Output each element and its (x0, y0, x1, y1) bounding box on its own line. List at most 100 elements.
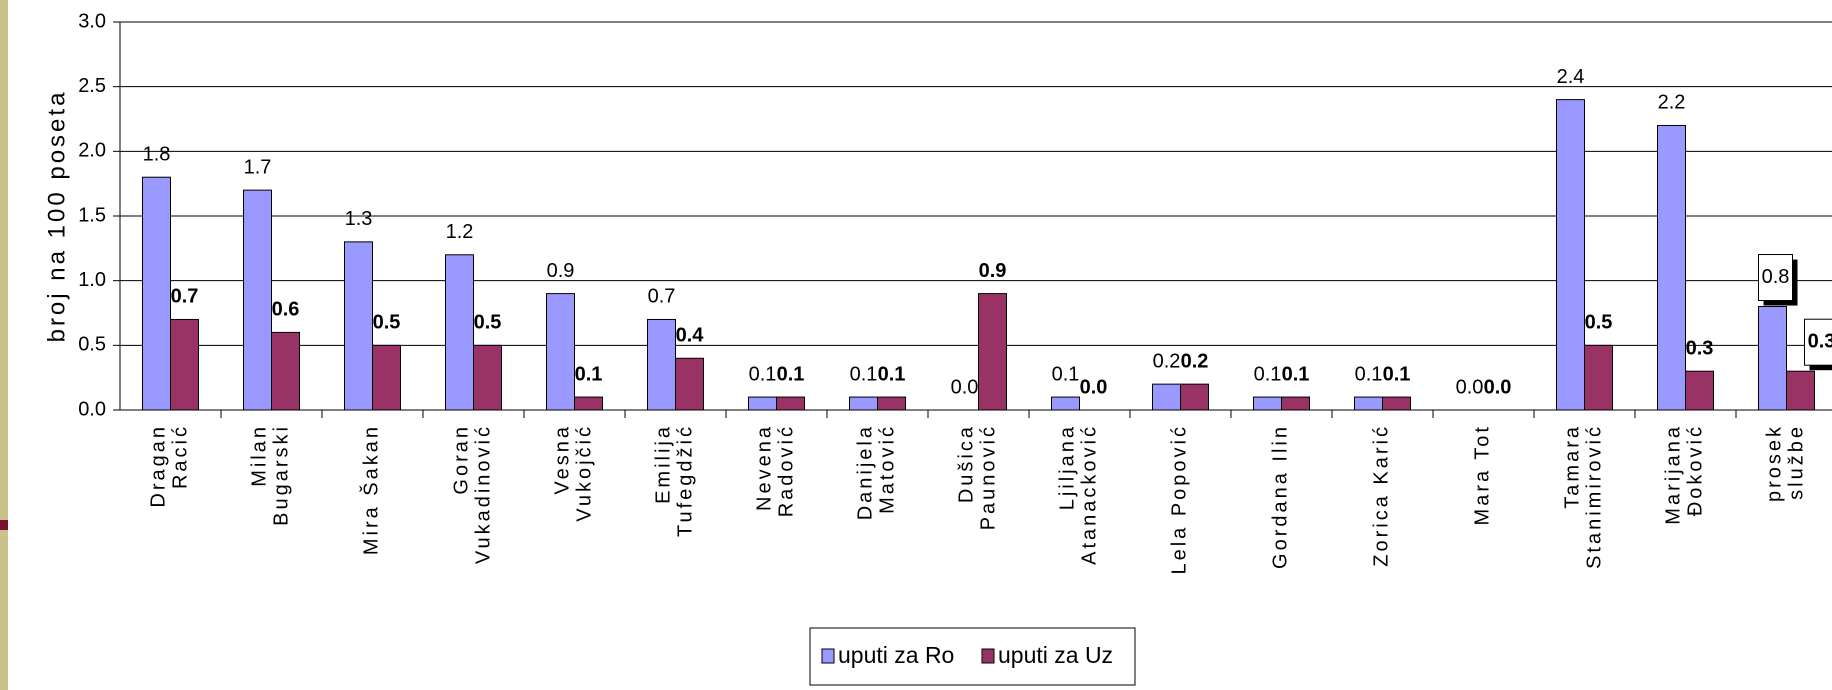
y-tick-label: 2.5 (78, 75, 106, 97)
bar (445, 254, 474, 411)
value-label: 2.2 (1658, 92, 1686, 114)
side-strip (0, 0, 8, 690)
bar (1354, 396, 1383, 411)
value-label: 0.0 (1484, 376, 1512, 398)
y-tick-label: 0.5 (78, 334, 106, 356)
bar (1253, 396, 1282, 411)
value-label: 0.3 (1808, 330, 1832, 352)
x-tick-label: Zorica Karić (1371, 424, 1393, 567)
value-label: 0.1 (1254, 363, 1282, 385)
value-label: 0.5 (1585, 312, 1613, 334)
label-box (1758, 254, 1793, 302)
bar (1051, 396, 1080, 411)
value-label: 2.4 (1557, 66, 1585, 88)
x-tick-label: MarijanaĐoković (1663, 424, 1707, 525)
value-label: 1.7 (244, 156, 272, 178)
value-label: 1.2 (446, 221, 474, 243)
value-label: 0.4 (676, 325, 705, 347)
bar (1685, 370, 1714, 411)
bar (978, 293, 1007, 411)
value-label: 0.7 (171, 286, 199, 308)
bar (1758, 306, 1787, 411)
bar (675, 357, 704, 411)
bar (1556, 99, 1585, 411)
value-label: 0.5 (474, 312, 502, 334)
x-tick-label: prosekslužbe (1764, 424, 1808, 502)
value-label: 0.2 (1153, 350, 1181, 372)
x-tick-label: Mara Tot (1472, 424, 1494, 525)
bar (877, 396, 906, 411)
x-tick-label: Lela Popović (1169, 424, 1191, 575)
bar (344, 241, 373, 411)
bar (1786, 370, 1815, 411)
x-tick-label: EmilijaTufegdžić (653, 424, 697, 537)
value-label: 0.1 (575, 363, 603, 385)
y-tick-label: 0.0 (78, 398, 106, 420)
legend-label: uputi za Ro (838, 642, 954, 668)
y-tick-label: 2.0 (78, 140, 106, 162)
x-tick-label: DanijelaMatović (855, 424, 899, 520)
legend-label: uputi za Uz (998, 642, 1113, 668)
value-label: 0.3 (1686, 337, 1714, 359)
x-tick-label: LjiljanaAtanacković (1057, 424, 1101, 565)
value-label: 0.0 (1080, 376, 1108, 398)
value-label: 0.1 (1383, 363, 1411, 385)
y-tick-label: 1.5 (78, 204, 106, 226)
bar (1657, 124, 1686, 411)
x-tick-label: DraganRacić (148, 424, 192, 508)
bar (574, 396, 603, 411)
value-label: 0.1 (1052, 363, 1080, 385)
y-tick-label: 3.0 (78, 10, 106, 32)
x-tick-label: MilanBugarski (249, 424, 293, 526)
x-tick-label: TamaraStanimirović (1562, 424, 1606, 569)
legend (809, 627, 1136, 686)
x-tick-label: DušicaPaunović (956, 424, 1000, 530)
x-tick-label: NevenaRadović (754, 424, 798, 517)
value-label: 1.3 (345, 208, 373, 230)
value-label: 0.1 (850, 363, 878, 385)
value-label: 0.6 (272, 299, 300, 321)
bar (647, 318, 676, 411)
value-label: 1.8 (143, 143, 171, 165)
bar (748, 396, 777, 411)
value-label: 0.2 (1181, 350, 1209, 372)
label-box (1804, 318, 1832, 366)
side-marker (0, 520, 8, 530)
bar (142, 176, 171, 411)
value-label: 0.0 (951, 376, 979, 398)
y-axis-label: broj na 100 poseta (43, 90, 70, 343)
bar (546, 293, 575, 411)
value-label: 0.1 (777, 363, 805, 385)
bar (1180, 383, 1209, 411)
value-label: 0.7 (648, 286, 676, 308)
bar (1382, 396, 1411, 411)
value-label: 0.1 (749, 363, 777, 385)
bar (849, 396, 878, 411)
bar (776, 396, 805, 411)
bar (170, 318, 199, 411)
x-tick-label: Mira Šakan (360, 424, 383, 555)
x-tick-label: GoranVukadinović (451, 424, 495, 564)
value-label: 0.9 (979, 260, 1007, 282)
bar (271, 331, 300, 411)
bar (473, 344, 502, 411)
value-label: 0.8 (1762, 266, 1790, 288)
bar (1152, 383, 1181, 411)
bar (1584, 344, 1613, 411)
value-label: 0.5 (373, 312, 401, 334)
value-label: 0.0 (1456, 376, 1484, 398)
value-label: 0.1 (878, 363, 906, 385)
legend-swatch (821, 648, 835, 664)
bar (372, 344, 401, 411)
value-label: 0.1 (1355, 363, 1383, 385)
y-tick-label: 1.0 (78, 269, 106, 291)
value-label: 0.1 (1282, 363, 1310, 385)
x-tick-label: Gordana Ilin (1270, 424, 1292, 569)
value-label: 0.9 (547, 260, 575, 282)
bar (1281, 396, 1310, 411)
legend-swatch (981, 648, 995, 664)
x-tick-label: VesnaVukojčić (552, 424, 596, 522)
bar (243, 189, 272, 411)
